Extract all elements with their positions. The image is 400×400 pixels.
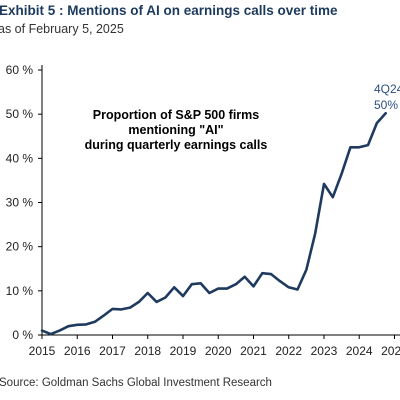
x-tick-label: 2025 [381, 344, 400, 358]
x-tick-label: 2017 [99, 344, 126, 358]
x-tick-label: 2016 [64, 344, 91, 358]
page-title: Exhibit 5 : Mentions of AI on earnings c… [0, 3, 338, 18]
x-tick-label: 2020 [205, 344, 232, 358]
x-tick-label: 2018 [134, 344, 161, 358]
source-note: Source: Goldman Sachs Global Investment … [0, 377, 272, 389]
y-axis-ticks: 0 % 10 % 20 % 30 % 40 % 50 % 60 % [6, 63, 42, 342]
y-tick-label: 40 % [6, 151, 34, 165]
y-tick-label: 10 % [6, 284, 34, 298]
y-tick-label: 60 % [6, 63, 34, 77]
x-tick-label: 2022 [275, 344, 302, 358]
page-subtitle: as of February 5, 2025 [0, 22, 124, 36]
chart-axes [41, 65, 400, 336]
annotation-line: during quarterly earnings calls [85, 138, 268, 152]
y-tick-label: 20 % [6, 240, 34, 254]
annotation-line: mentioning "AI" [128, 123, 223, 137]
x-tick-label: 2015 [29, 344, 56, 358]
y-tick-label: 50 % [6, 107, 34, 121]
x-tick-label: 2021 [240, 344, 267, 358]
end-value-label: 4Q24 [374, 82, 400, 96]
x-tick-label: 2019 [170, 344, 197, 358]
x-tick-label: 2024 [346, 344, 373, 358]
y-tick-label: 30 % [6, 196, 34, 210]
x-axis-ticks: 2015 2016 2017 2018 2019 2020 2021 2022 2023 2024… [29, 335, 400, 358]
y-tick-label: 0 % [12, 328, 33, 342]
end-value-label: 50% [374, 98, 398, 112]
series-lines [40, 112, 388, 336]
annotation-line: Proportion of S&P 500 firms [93, 108, 260, 122]
x-tick-label: 2023 [311, 344, 338, 358]
series-line [40, 112, 388, 336]
